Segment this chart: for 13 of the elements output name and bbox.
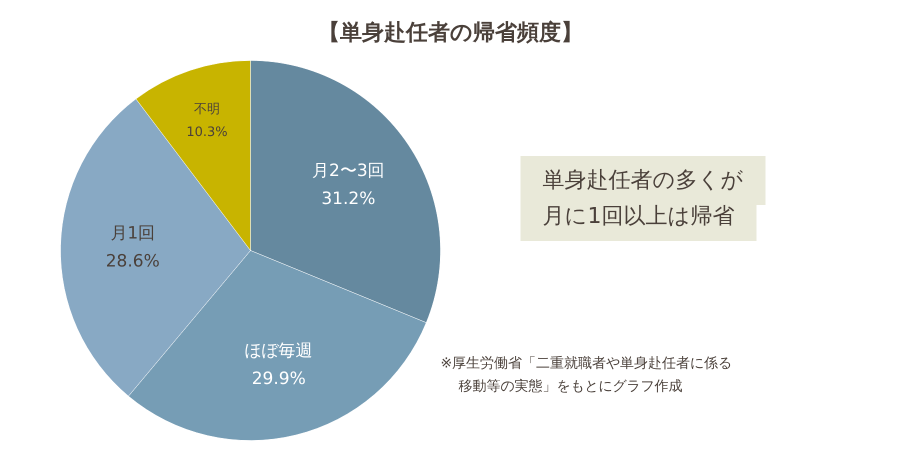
text: 移動等の実態」をもとにグラフ作成 — [458, 378, 682, 394]
data-label: 31.2% — [321, 188, 376, 209]
slice-label: 月1回 — [110, 224, 156, 244]
text: 月に1回以上は帰省 — [542, 204, 734, 229]
text: 単身赴任者の多くが — [542, 168, 744, 193]
slice-label: ほぼ毎週 — [244, 340, 313, 361]
slice-label: 月2〜3回 — [312, 160, 385, 181]
data-label: 28.6% — [106, 252, 160, 272]
chart-title: 【単身赴任者の帰省頻度】 — [318, 20, 583, 46]
text: ※厚生労働省「二重就職者や単身赴任者に係る — [440, 356, 732, 372]
data-label: 29.9% — [252, 368, 306, 389]
data-label: 10.3% — [186, 124, 228, 140]
slice-label: 不明 — [194, 102, 220, 117]
